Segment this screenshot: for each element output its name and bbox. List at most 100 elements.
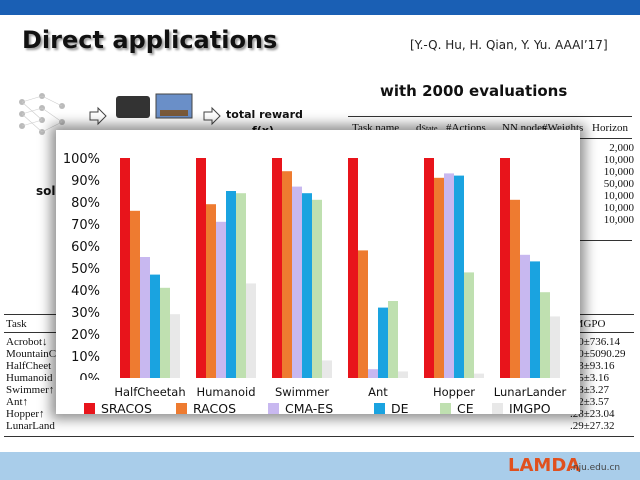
bar-racos-lunarlander — [510, 199, 520, 378]
bar-de-halfcheetah — [150, 274, 160, 378]
results-imgpo: .40±5090.29 — [570, 348, 626, 360]
results-task: Swimmer↑ — [6, 384, 55, 396]
bar-cma-es-halfcheetah — [140, 257, 150, 378]
y-tick-label: 60% — [71, 240, 100, 255]
arrow-icon — [203, 106, 221, 126]
bar-ce-halfcheetah — [160, 287, 170, 378]
bar-sracos-humanoid — [196, 158, 206, 378]
results-imgpo: .29±27.32 — [570, 420, 615, 432]
y-tick-label: 70% — [71, 218, 100, 233]
legend-swatch — [492, 402, 503, 414]
bar-de-humanoid — [226, 191, 236, 378]
y-tick-label: 10% — [71, 350, 100, 365]
legend-item-imgpo: IMGPO — [492, 398, 551, 418]
legend-item-ce: CE — [440, 398, 474, 418]
category-label: Ant — [368, 385, 388, 399]
y-tick-label: 0% — [79, 372, 100, 380]
horizon-cell: 10,000 — [603, 154, 634, 166]
horizon-cell: 10,000 — [603, 202, 634, 214]
legend-label: CE — [457, 400, 474, 416]
y-tick-label: 50% — [71, 262, 100, 277]
bar-racos-swimmer — [282, 171, 292, 378]
bar-sracos-swimmer — [272, 158, 282, 378]
y-tick-label: 90% — [71, 174, 100, 189]
legend-swatch — [176, 402, 187, 414]
bar-imgpo-humanoid — [246, 283, 256, 378]
y-tick-label: 20% — [71, 328, 100, 343]
reward-label: total reward — [226, 108, 303, 121]
arrow-icon — [89, 106, 107, 126]
bar-de-lunarlander — [530, 261, 540, 378]
legend-item-racos: RACOS — [176, 398, 236, 418]
bar-imgpo-swimmer — [322, 360, 332, 378]
header-d: d — [416, 122, 422, 134]
results-task: Humanoid — [6, 372, 53, 384]
bar-ce-lunarlander — [540, 292, 550, 378]
bar-imgpo-halfcheetah — [170, 314, 180, 378]
horizon-cell: 50,000 — [603, 178, 634, 190]
chart-legend: SRACOS RACOS CMA-ES DE CE IMGPO — [84, 398, 564, 418]
slide-title: Direct applications — [22, 26, 278, 54]
bar-imgpo-lunarlander — [550, 316, 560, 378]
bar-cma-es-lunarlander — [520, 254, 530, 378]
horizon-cell: 10,000 — [603, 214, 634, 226]
legend-label: IMGPO — [509, 400, 551, 416]
results-imgpo: .83±93.16 — [570, 360, 615, 372]
y-tick-label: 40% — [71, 284, 100, 299]
top-bar — [0, 0, 640, 15]
subtitle: with 2000 evaluations — [380, 82, 568, 100]
results-imgpo: .28±23.04 — [570, 408, 615, 420]
legend-item-sracos: SRACOS — [84, 398, 152, 418]
chart-panel: 0% 10% 20% 30% 40% 50% 60% 70% 80% 90% 100% SRACOS… — [56, 130, 580, 416]
y-tick-label: 100% — [63, 152, 100, 167]
bar-imgpo-ant — [398, 371, 408, 378]
header-d-subscript: State — [421, 124, 438, 133]
pipeline-diagram: total reward f(x) — [19, 93, 303, 137]
results-task: Acrobot↓ — [6, 336, 48, 348]
bar-cma-es-swimmer — [292, 186, 302, 378]
neural-network-icon — [19, 93, 65, 135]
bar-sracos-hopper — [424, 158, 434, 378]
legend-swatch — [84, 402, 95, 414]
y-tick-label: 30% — [71, 306, 100, 321]
results-task: LunarLand — [6, 420, 55, 432]
legend-swatch — [374, 402, 385, 414]
results-task: Ant↑ — [6, 396, 28, 408]
game-console-icon — [116, 96, 150, 118]
horizon-cell: 2,000 — [609, 142, 634, 154]
lamda-logo: LAMDA — [508, 455, 581, 476]
bar-de-hopper — [454, 175, 464, 378]
table-rule — [560, 240, 632, 241]
results-task: HalfCheet — [6, 360, 52, 372]
legend-label: SRACOS — [101, 400, 152, 416]
bar-racos-humanoid — [206, 204, 216, 378]
results-task: MountainC — [6, 348, 57, 360]
table-rule — [348, 116, 632, 117]
category-label: LunarLander — [494, 385, 567, 399]
header-dstate: dState — [416, 122, 438, 134]
results-imgpo: .00±736.14 — [570, 336, 621, 348]
logo-domain: .nju.edu.cn — [570, 463, 621, 473]
bar-cma-es-hopper — [444, 173, 454, 378]
legend-item-cma-es: CMA-ES — [268, 398, 333, 418]
bar-cma-es-ant — [368, 369, 378, 378]
bar-de-swimmer — [302, 193, 312, 378]
bar-cma-es-humanoid — [216, 221, 226, 378]
category-axis: HalfCheetah Humanoid Swimmer Ant Hopper Lunar… — [114, 385, 567, 399]
bar-ce-swimmer — [312, 199, 322, 378]
bar-chart: 0% 10% 20% 30% 40% 50% 60% 70% 80% 90% 100% — [63, 152, 560, 380]
bar-ce-humanoid — [236, 193, 246, 378]
y-tick-label: 80% — [71, 196, 100, 211]
table-rule — [4, 436, 634, 437]
horizon-cell: 10,000 — [603, 166, 634, 178]
header-horizon: Horizon — [592, 122, 629, 134]
bar-ce-hopper — [464, 272, 474, 378]
results-header-task: Task — [6, 318, 27, 330]
citation: [Y.-Q. Hu, H. Qian, Y. Yu. AAAI’17] — [410, 38, 608, 52]
bar-de-ant — [378, 307, 388, 378]
sol-fragment: sol — [36, 184, 56, 198]
results-task: Hopper↑ — [6, 408, 45, 420]
legend-label: CMA-ES — [285, 400, 334, 416]
horizon-cell: 10,000 — [603, 190, 634, 202]
legend-label: RACOS — [193, 400, 237, 416]
